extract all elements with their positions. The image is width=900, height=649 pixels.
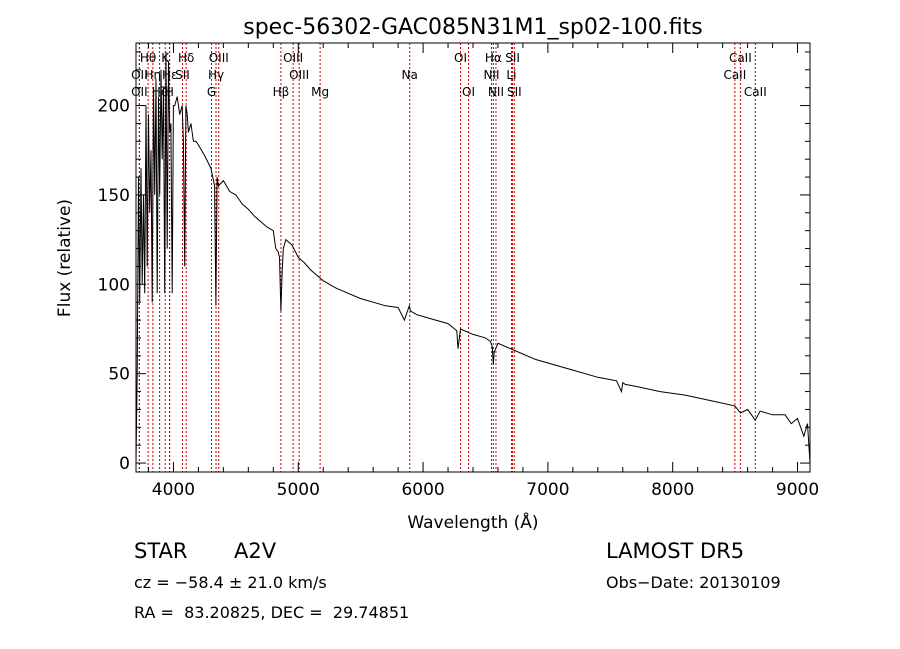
line-label: H	[165, 85, 174, 99]
plot-frame	[135, 42, 811, 473]
spectrum-line	[135, 51, 811, 464]
line-label: Hζ	[152, 85, 168, 99]
x-tick-label: 8000	[651, 480, 694, 500]
line-label: OIII	[283, 51, 303, 65]
line-label: CaII	[723, 68, 746, 82]
x-tick-label: 6000	[401, 480, 444, 500]
line-label: CaII	[729, 51, 752, 65]
coordinates-label: RA = 83.20825, DEC = 29.74851	[134, 603, 410, 622]
y-tick-label: 0	[119, 454, 130, 474]
y-tick-label: 100	[98, 275, 130, 295]
y-tick-label: 150	[98, 186, 130, 206]
line-label: OIII	[289, 68, 309, 82]
line-label: OII	[131, 68, 148, 82]
line-label: Hε	[162, 68, 178, 82]
line-label: SII	[505, 51, 520, 65]
chart-title: spec-56302-GAC085N31M1_sp02-100.fits	[243, 15, 703, 40]
line-label: Hθ	[140, 51, 156, 65]
line-label: OII	[131, 85, 148, 99]
x-tick-label: 4000	[152, 480, 195, 500]
line-label: NII	[488, 85, 504, 99]
line-label: Hβ	[273, 85, 290, 99]
survey-label: LAMOST DR5	[606, 539, 745, 563]
class-label: STAR	[134, 539, 188, 563]
line-label: G	[207, 85, 216, 99]
line-label: SII	[175, 68, 190, 82]
line-label: OI	[462, 85, 475, 99]
x-tick-label: 9000	[776, 480, 819, 500]
y-axis-label: Flux (relative)	[55, 199, 75, 317]
line-label: OI	[454, 51, 467, 65]
y-tick-label: 200	[98, 97, 130, 117]
x-axis-label: Wavelength (Å)	[407, 511, 538, 533]
subclass-label: A2V	[234, 539, 277, 563]
line-label: K	[161, 51, 170, 65]
line-markers	[138, 43, 756, 472]
obs-date-label: Obs−Date: 20130109	[606, 573, 781, 592]
redshift-label: cz = −58.4 ± 21.0 km/s	[134, 573, 327, 592]
line-label: Hγ	[208, 68, 224, 82]
line-label: Hα	[485, 51, 502, 65]
line-label: CaII	[744, 85, 767, 99]
line-label: OIII	[209, 51, 229, 65]
line-label: NII	[483, 68, 499, 82]
line-label: Na	[402, 68, 418, 82]
x-axis: 4000 5000 6000 7000 8000 9000	[147, 43, 819, 500]
y-tick-label: 50	[108, 365, 130, 385]
line-label: Mg	[311, 85, 329, 99]
line-label: SII	[507, 85, 522, 99]
y-axis: 0 50 100 150 200	[98, 51, 810, 474]
x-tick-label: 7000	[526, 480, 569, 500]
x-tick-label: 5000	[277, 480, 320, 500]
line-label: Hδ	[178, 51, 194, 65]
line-label: Hη	[145, 68, 162, 82]
line-label: Li	[506, 68, 516, 82]
